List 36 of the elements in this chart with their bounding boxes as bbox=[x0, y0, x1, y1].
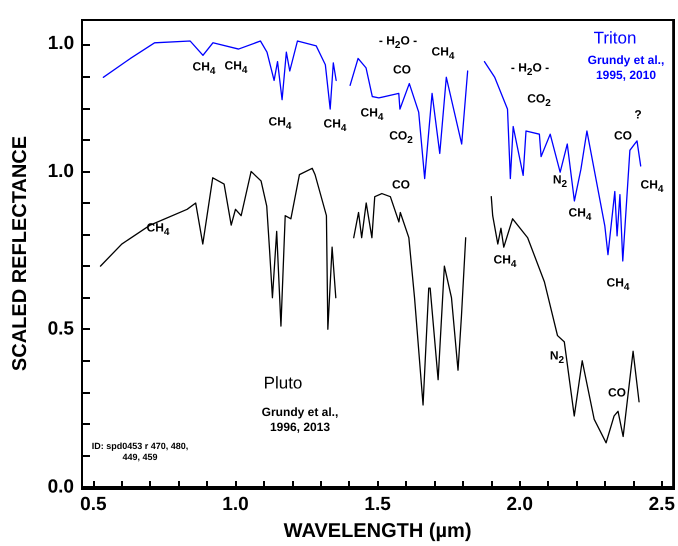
annotation: CO bbox=[608, 386, 626, 400]
x-tick-label: 2.0 bbox=[506, 494, 533, 515]
annotation: CH$_{4}$ bbox=[568, 206, 592, 224]
annotation: CH$_{4}$ bbox=[192, 60, 216, 78]
x-tick-label: 1.5 bbox=[364, 494, 392, 515]
annotation: N$_{2}$ bbox=[550, 348, 564, 368]
x-tick-label: 1.0 bbox=[222, 494, 249, 515]
x-tick-label: 2.5 bbox=[648, 494, 676, 515]
annotation: CO$_{2}$ bbox=[527, 92, 551, 110]
y-tick-label: 0.5 bbox=[48, 318, 74, 340]
annotation: Grundy et al., 1995, 2010 bbox=[586, 53, 666, 83]
text: Pluto bbox=[264, 374, 302, 392]
y-axis-title: SCALED REFLECTANCE bbox=[9, 136, 31, 372]
annotation: CH$_{4}$ bbox=[606, 276, 630, 294]
x-axis-title: WAVELENGTH (µm) bbox=[284, 520, 472, 542]
annotation: Grundy et al., 1996, 2013 bbox=[260, 405, 340, 435]
annotation: CO bbox=[614, 128, 632, 144]
annotation: CO$_{2}$ bbox=[389, 128, 413, 148]
annotation: N$_{2}$ bbox=[552, 172, 568, 192]
annotation: CH$_{4}$ bbox=[224, 58, 248, 78]
annotation: CH$_{4}$ bbox=[360, 106, 384, 124]
text: Triton bbox=[594, 28, 636, 48]
annotation: - H$_{2}$O - bbox=[510, 60, 550, 80]
annotation: CO bbox=[393, 62, 411, 78]
y-tick-label: 1.0 bbox=[48, 160, 74, 182]
y-tick-label: 0.0 bbox=[48, 476, 74, 498]
annotation: CO bbox=[392, 178, 410, 192]
annotation: CH$_{4}$ bbox=[494, 252, 516, 272]
annotation: ID: spd0453 r 470, 480, 449, 459 bbox=[90, 440, 190, 464]
annotation: CH$_{4}$ bbox=[268, 114, 292, 134]
annotation: - H$_{2}$O - bbox=[378, 34, 418, 52]
annotation: CH$_{4}$ bbox=[640, 178, 664, 196]
annotation: CH$_{4}$ bbox=[432, 44, 454, 64]
annotation: CH$_{4}$ bbox=[324, 116, 346, 136]
annotation: ? bbox=[634, 108, 642, 122]
x-tick-label: 0.5 bbox=[80, 494, 108, 515]
